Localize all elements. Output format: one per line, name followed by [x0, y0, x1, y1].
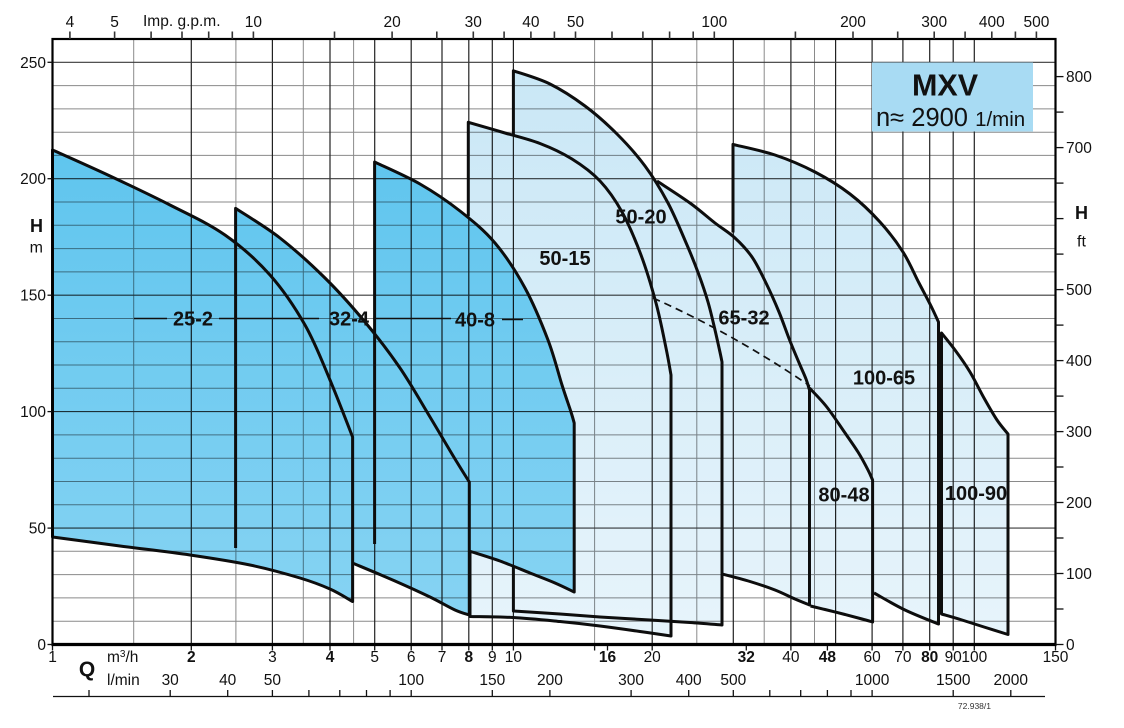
svg-text:400: 400 [676, 672, 702, 689]
svg-text:m3/h: m3/h [107, 649, 138, 666]
svg-text:80: 80 [921, 649, 938, 666]
svg-text:n≈ 2900 1/min: n≈ 2900 1/min [876, 104, 1025, 132]
svg-text:60: 60 [863, 649, 881, 666]
svg-text:50: 50 [567, 14, 585, 31]
svg-text:50-20: 50-20 [615, 207, 666, 229]
svg-text:32: 32 [738, 649, 755, 666]
svg-text:100: 100 [1066, 566, 1092, 583]
svg-text:50: 50 [264, 672, 282, 689]
svg-text:48: 48 [819, 649, 837, 666]
svg-text:250: 250 [20, 55, 46, 72]
svg-text:30: 30 [162, 672, 180, 689]
svg-text:100: 100 [961, 649, 987, 666]
svg-text:50-15: 50-15 [539, 248, 590, 270]
svg-text:800: 800 [1066, 69, 1092, 86]
svg-text:40: 40 [219, 672, 237, 689]
svg-text:20: 20 [644, 649, 662, 666]
svg-text:16: 16 [599, 649, 617, 666]
svg-text:700: 700 [1066, 140, 1092, 157]
svg-text:Q: Q [79, 658, 95, 681]
svg-text:4: 4 [66, 14, 75, 31]
svg-text:H: H [1075, 203, 1088, 223]
svg-text:30: 30 [465, 14, 483, 31]
svg-text:40: 40 [522, 14, 540, 31]
svg-text:150: 150 [20, 288, 46, 305]
svg-text:150: 150 [479, 672, 505, 689]
svg-text:10: 10 [245, 14, 263, 31]
svg-text:150: 150 [1043, 649, 1069, 666]
svg-text:5: 5 [370, 649, 379, 666]
svg-text:400: 400 [979, 14, 1005, 31]
svg-text:4: 4 [326, 649, 335, 666]
svg-text:300: 300 [921, 14, 947, 31]
svg-text:200: 200 [20, 171, 46, 188]
svg-text:7: 7 [438, 649, 447, 666]
svg-text:2: 2 [187, 649, 196, 666]
svg-text:200: 200 [1066, 495, 1092, 512]
svg-text:100-90: 100-90 [945, 483, 1007, 505]
svg-text:100: 100 [20, 404, 46, 421]
svg-text:32-4: 32-4 [329, 309, 370, 331]
svg-text:3: 3 [268, 649, 277, 666]
svg-text:6: 6 [407, 649, 416, 666]
svg-text:70: 70 [894, 649, 912, 666]
svg-text:l/min: l/min [107, 672, 140, 689]
svg-text:50: 50 [29, 521, 47, 538]
svg-text:200: 200 [537, 672, 563, 689]
svg-text:25-2: 25-2 [173, 309, 213, 331]
svg-text:MXV: MXV [912, 69, 979, 103]
svg-text:40-8: 40-8 [455, 310, 495, 332]
svg-text:65-32: 65-32 [718, 308, 769, 330]
svg-text:100-65: 100-65 [853, 368, 915, 390]
svg-text:0: 0 [37, 637, 46, 654]
svg-text:100: 100 [398, 672, 424, 689]
svg-text:90: 90 [945, 649, 963, 666]
svg-text:500: 500 [720, 672, 746, 689]
svg-text:40: 40 [782, 649, 800, 666]
svg-text:8: 8 [464, 649, 473, 666]
svg-text:20: 20 [383, 14, 401, 31]
svg-text:5: 5 [110, 14, 119, 31]
svg-text:0: 0 [1066, 637, 1075, 654]
svg-text:H: H [30, 216, 43, 236]
svg-text:m: m [30, 240, 43, 257]
svg-text:ft: ft [1077, 234, 1086, 251]
svg-text:100: 100 [701, 14, 727, 31]
svg-text:300: 300 [618, 672, 644, 689]
svg-text:1: 1 [48, 649, 57, 666]
svg-text:300: 300 [1066, 424, 1092, 441]
svg-text:500: 500 [1066, 282, 1092, 299]
svg-text:500: 500 [1023, 14, 1049, 31]
svg-text:72.938/1: 72.938/1 [958, 701, 991, 711]
svg-text:Imp. g.p.m.: Imp. g.p.m. [143, 13, 221, 30]
svg-text:200: 200 [840, 14, 866, 31]
svg-text:400: 400 [1066, 353, 1092, 370]
svg-text:10: 10 [505, 649, 523, 666]
svg-text:1000: 1000 [855, 672, 890, 689]
svg-text:80-48: 80-48 [818, 485, 869, 507]
svg-text:1500: 1500 [936, 672, 971, 689]
svg-text:9: 9 [488, 649, 497, 666]
svg-text:2000: 2000 [994, 672, 1029, 689]
